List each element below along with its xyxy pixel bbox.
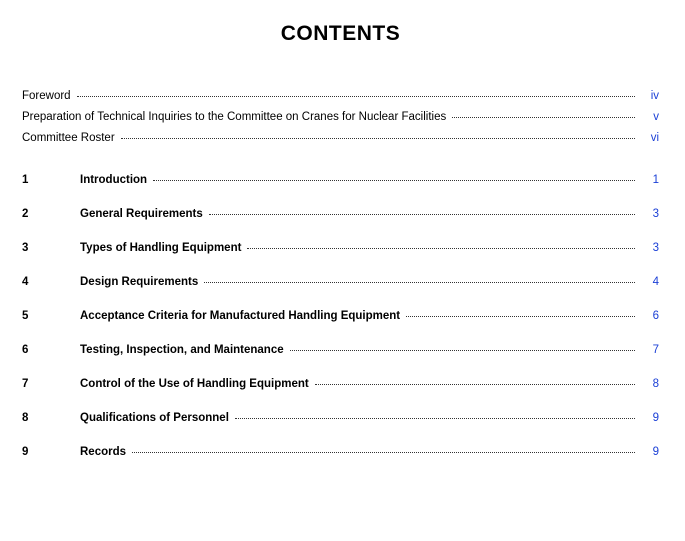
front-row: Foreword iv [22, 90, 659, 102]
chapter-number: 5 [22, 310, 80, 322]
chapter-row: 4 Design Requirements 4 [22, 276, 659, 288]
toc-title: CONTENTS [22, 22, 659, 46]
leader-dots [406, 316, 635, 317]
chapter-page-link[interactable]: 3 [641, 208, 659, 220]
leader-dots [132, 452, 635, 453]
front-page-link[interactable]: iv [641, 90, 659, 102]
chapter-label: Records [80, 446, 126, 458]
leader-dots [121, 138, 635, 139]
leader-dots [77, 96, 635, 97]
chapter-label: Testing, Inspection, and Maintenance [80, 344, 284, 356]
chapter-page-link[interactable]: 9 [641, 446, 659, 458]
chapter-number: 8 [22, 412, 80, 424]
chapter-row: 3 Types of Handling Equipment 3 [22, 242, 659, 254]
chapter-page-link[interactable]: 3 [641, 242, 659, 254]
front-label: Committee Roster [22, 132, 115, 144]
leader-dots [315, 384, 635, 385]
chapter-page-link[interactable]: 6 [641, 310, 659, 322]
chapter-row: 7 Control of the Use of Handling Equipme… [22, 378, 659, 390]
chapter-label: Qualifications of Personnel [80, 412, 229, 424]
chapter-page-link[interactable]: 4 [641, 276, 659, 288]
chapter-row: 6 Testing, Inspection, and Maintenance 7 [22, 344, 659, 356]
chapter-row: 1 Introduction 1 [22, 174, 659, 186]
chapter-number: 6 [22, 344, 80, 356]
chapter-number: 4 [22, 276, 80, 288]
chapter-number: 2 [22, 208, 80, 220]
front-page-link[interactable]: vi [641, 132, 659, 144]
chapter-label: Control of the Use of Handling Equipment [80, 378, 309, 390]
front-row: Committee Roster vi [22, 132, 659, 144]
front-label: Preparation of Technical Inquiries to th… [22, 111, 446, 123]
leader-dots [452, 117, 635, 118]
chapter-number: 9 [22, 446, 80, 458]
front-matter-group: Foreword iv Preparation of Technical Inq… [22, 90, 659, 144]
front-row: Preparation of Technical Inquiries to th… [22, 111, 659, 123]
chapter-page-link[interactable]: 7 [641, 344, 659, 356]
chapter-page-link[interactable]: 8 [641, 378, 659, 390]
chapter-row: 9 Records 9 [22, 446, 659, 458]
chapters-group: 1 Introduction 1 2 General Requirements … [22, 174, 659, 458]
leader-dots [235, 418, 635, 419]
chapter-row: 8 Qualifications of Personnel 9 [22, 412, 659, 424]
chapter-label: Acceptance Criteria for Manufactured Han… [80, 310, 400, 322]
leader-dots [204, 282, 635, 283]
chapter-row: 5 Acceptance Criteria for Manufactured H… [22, 310, 659, 322]
leader-dots [247, 248, 635, 249]
chapter-label: Introduction [80, 174, 147, 186]
chapter-label: General Requirements [80, 208, 203, 220]
chapter-row: 2 General Requirements 3 [22, 208, 659, 220]
chapter-number: 3 [22, 242, 80, 254]
chapter-label: Design Requirements [80, 276, 198, 288]
chapter-number: 7 [22, 378, 80, 390]
leader-dots [153, 180, 635, 181]
leader-dots [290, 350, 635, 351]
chapter-page-link[interactable]: 9 [641, 412, 659, 424]
chapter-label: Types of Handling Equipment [80, 242, 241, 254]
leader-dots [209, 214, 635, 215]
chapter-page-link[interactable]: 1 [641, 174, 659, 186]
front-label: Foreword [22, 90, 71, 102]
front-page-link[interactable]: v [641, 111, 659, 123]
chapter-number: 1 [22, 174, 80, 186]
